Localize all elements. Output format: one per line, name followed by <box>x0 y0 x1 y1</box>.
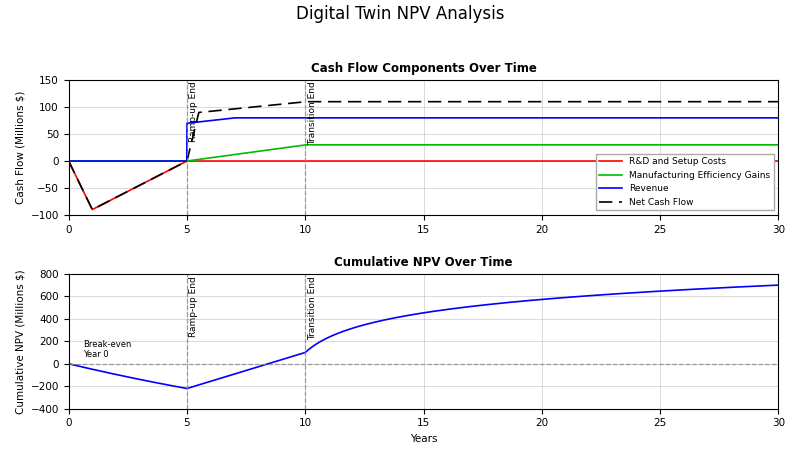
Text: Transition End: Transition End <box>308 276 317 340</box>
Manufacturing Efficiency Gains <box>367 142 377 148</box>
Line: Net Cash Flow: Net Cash Flow <box>69 102 778 210</box>
X-axis label: Years: Years <box>410 434 438 444</box>
Net Cash Flow <box>337 99 346 105</box>
Net Cash Flow <box>145 177 154 183</box>
Text: Transition End: Transition End <box>308 82 317 146</box>
Text: Digital Twin NPV Analysis: Digital Twin NPV Analysis <box>296 5 504 22</box>
Net Cash Flow <box>760 99 770 105</box>
Manufacturing Efficiency Gains <box>683 142 693 148</box>
Line: Revenue: Revenue <box>69 118 778 161</box>
Net Cash Flow <box>684 99 694 105</box>
Net Cash Flow <box>774 99 783 105</box>
Revenue <box>336 115 346 121</box>
Revenue <box>367 115 377 121</box>
Revenue <box>230 115 239 121</box>
Text: Break-even
Year 0: Break-even Year 0 <box>83 340 131 359</box>
Title: Cumulative NPV Over Time: Cumulative NPV Over Time <box>334 256 513 269</box>
Title: Cash Flow Components Over Time: Cash Flow Components Over Time <box>310 62 537 75</box>
Net Cash Flow <box>367 99 377 105</box>
R&D and Setup Costs <box>367 158 377 164</box>
R&D and Setup Costs <box>774 158 783 164</box>
Revenue <box>187 120 197 125</box>
Text: Ramp-up End: Ramp-up End <box>190 82 198 142</box>
Revenue <box>64 158 74 164</box>
Net Cash Flow <box>64 158 74 164</box>
R&D and Setup Costs <box>187 158 197 164</box>
R&D and Setup Costs <box>145 177 154 183</box>
Manufacturing Efficiency Gains <box>187 157 197 163</box>
Revenue <box>774 115 783 121</box>
Net Cash Flow <box>87 207 97 213</box>
Manufacturing Efficiency Gains <box>301 142 310 148</box>
R&D and Setup Costs <box>87 207 97 213</box>
Revenue <box>145 158 154 164</box>
Line: Manufacturing Efficiency Gains: Manufacturing Efficiency Gains <box>69 145 778 161</box>
R&D and Setup Costs <box>336 158 346 164</box>
R&D and Setup Costs <box>683 158 693 164</box>
Manufacturing Efficiency Gains <box>760 142 770 148</box>
Manufacturing Efficiency Gains <box>64 158 74 164</box>
Revenue <box>760 115 770 121</box>
Net Cash Flow <box>301 99 310 105</box>
Revenue <box>683 115 693 121</box>
Legend: R&D and Setup Costs, Manufacturing Efficiency Gains, Revenue, Net Cash Flow: R&D and Setup Costs, Manufacturing Effic… <box>596 154 774 211</box>
R&D and Setup Costs <box>64 158 74 164</box>
R&D and Setup Costs <box>760 158 770 164</box>
Y-axis label: Cash Flow (Millions $): Cash Flow (Millions $) <box>15 91 25 204</box>
Line: R&D and Setup Costs: R&D and Setup Costs <box>69 161 778 210</box>
Manufacturing Efficiency Gains <box>774 142 783 148</box>
Manufacturing Efficiency Gains <box>336 142 346 148</box>
Y-axis label: Cumulative NPV (Millions $): Cumulative NPV (Millions $) <box>15 269 25 414</box>
Text: Ramp-up End: Ramp-up End <box>190 276 198 337</box>
Net Cash Flow <box>187 138 197 143</box>
Manufacturing Efficiency Gains <box>145 158 154 164</box>
